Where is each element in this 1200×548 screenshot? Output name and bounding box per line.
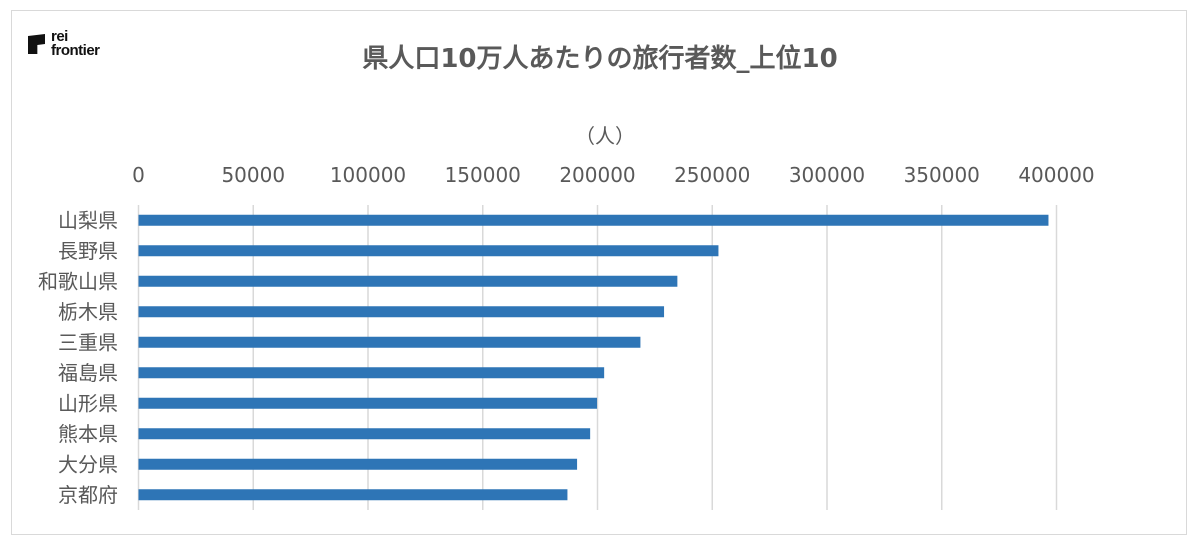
x-tick-label: 50000 — [221, 163, 285, 187]
bar — [138, 367, 605, 379]
x-tick-label: 100000 — [330, 163, 406, 187]
category-label: 栃木県 — [58, 300, 118, 324]
category-label: 和歌山県 — [38, 269, 118, 293]
category-label: 京都府 — [58, 483, 118, 507]
chart-title: 県人口10万人あたりの旅行者数_上位10 — [362, 44, 838, 74]
category-label: 福島県 — [58, 361, 118, 385]
x-tick-label: 150000 — [445, 163, 521, 187]
x-tick-label: 350000 — [904, 163, 980, 187]
logo-line2: frontier — [51, 42, 100, 59]
bar — [138, 489, 568, 501]
x-tick-label: 250000 — [674, 163, 750, 187]
category-label: 山形県 — [58, 391, 118, 415]
x-tick-label: 400000 — [1018, 163, 1094, 187]
bar — [138, 397, 598, 409]
category-label: 熊本県 — [58, 422, 118, 446]
logo: rei frontier — [28, 28, 100, 59]
bar — [138, 306, 665, 318]
category-label: 三重県 — [58, 330, 118, 354]
category-label: 山梨県 — [58, 208, 118, 232]
x-tick-label: 200000 — [559, 163, 635, 187]
logo-line1: rei — [51, 28, 68, 45]
bar — [138, 428, 591, 440]
bar — [138, 275, 678, 287]
category-label: 大分県 — [58, 452, 118, 476]
chart-frame — [11, 10, 1187, 535]
bar — [138, 245, 719, 257]
bar — [138, 458, 578, 470]
bar — [138, 214, 1049, 226]
x-tick-label: 0 — [132, 163, 145, 187]
category-label: 長野県 — [58, 239, 118, 263]
bar — [138, 336, 641, 348]
x-tick-label: 300000 — [789, 163, 865, 187]
axis-unit-label: （人） — [575, 124, 635, 148]
